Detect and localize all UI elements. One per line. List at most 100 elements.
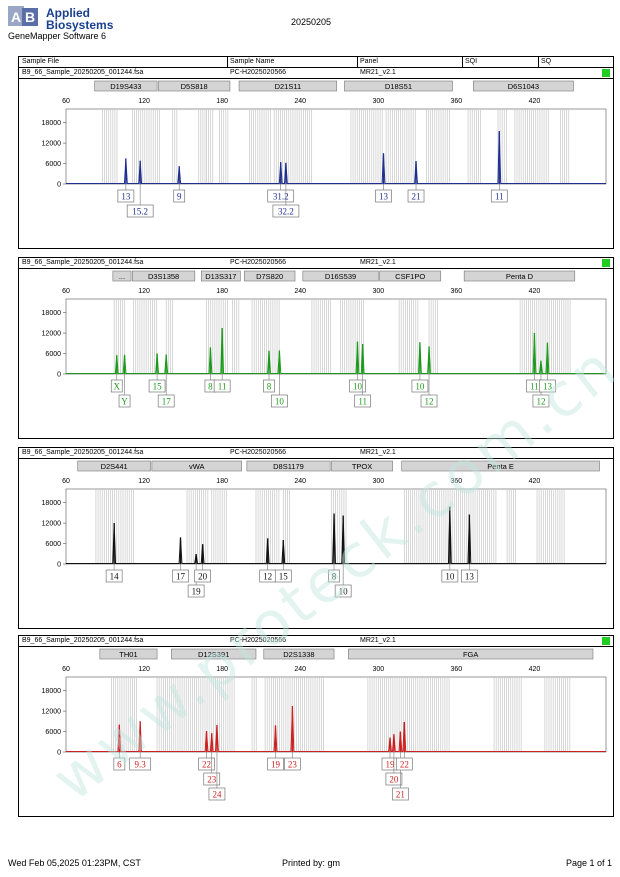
allele-label-box[interactable]: [173, 189, 186, 203]
allele-label-box[interactable]: [267, 757, 284, 771]
y-tick-label: 6000: [45, 351, 61, 358]
allele-label-box[interactable]: [539, 379, 556, 393]
allele-label-box[interactable]: [194, 569, 211, 583]
x-tick-label: 240: [294, 288, 306, 295]
allele-label-box[interactable]: [354, 394, 372, 408]
column-sq: SQ: [541, 58, 552, 65]
marker-label: Penta E: [401, 460, 600, 472]
allele-call-label: 20: [198, 572, 208, 582]
allele-call-label: 11: [218, 382, 227, 392]
allele-call-label: 11: [495, 192, 504, 202]
y-tick-label: 18000: [42, 688, 62, 695]
allele-label-box[interactable]: [110, 379, 123, 393]
allele-label-box[interactable]: [272, 204, 300, 218]
x-tick-label: 420: [529, 98, 541, 105]
y-tick-label: 12000: [42, 141, 62, 148]
allele-label-box[interactable]: [532, 394, 550, 408]
allele-label-box[interactable]: [129, 757, 152, 771]
y-tick-label: 12000: [42, 709, 62, 716]
allele-label-box[interactable]: [213, 379, 231, 393]
allele-call-label: 8: [332, 572, 337, 582]
allele-call-label: 12: [536, 397, 545, 407]
allele-call-label: 8: [267, 382, 272, 392]
x-tick-label: 120: [138, 478, 150, 485]
panel-panel-name: MR21_v2.1: [360, 69, 396, 76]
column-sample-name: Sample Name: [230, 58, 275, 65]
allele-label-box[interactable]: [271, 394, 288, 408]
allele-call-label: 19: [271, 760, 281, 770]
x-tick-label: 240: [294, 98, 306, 105]
allele-label-box[interactable]: [113, 757, 126, 771]
allele-label-box[interactable]: [490, 189, 508, 203]
ab-logo-icon: A B: [8, 6, 38, 26]
allele-label-box[interactable]: [284, 757, 301, 771]
x-tick-label: 240: [294, 478, 306, 485]
marker-name: ...: [119, 272, 125, 281]
allele-label-box[interactable]: [375, 189, 392, 203]
marker-name: D5S818: [181, 82, 208, 91]
y-tick-label: 0: [57, 182, 61, 189]
allele-label-box[interactable]: [105, 569, 123, 583]
column-panel: Panel: [360, 58, 378, 65]
x-tick-label: 60: [62, 666, 70, 673]
plot-area: [65, 488, 607, 565]
x-tick-label: 300: [372, 288, 384, 295]
allele-label-box[interactable]: [117, 189, 135, 203]
marker-name: D2S441: [101, 462, 128, 471]
marker-label: D8S1179: [246, 460, 331, 472]
allele-label-box[interactable]: [407, 189, 425, 203]
allele-label-box[interactable]: [274, 569, 292, 583]
allele-call-label: 17: [176, 572, 186, 582]
report-date: 20250205: [291, 17, 332, 27]
allele-label-box[interactable]: [126, 204, 154, 218]
allele-label-box[interactable]: [203, 772, 221, 786]
allele-label-box[interactable]: [328, 569, 340, 583]
allele-label-box[interactable]: [334, 584, 352, 598]
allele-label-box[interactable]: [420, 394, 438, 408]
allele-label-box[interactable]: [157, 394, 175, 408]
allele-label-box[interactable]: [118, 394, 131, 408]
allele-label-box[interactable]: [208, 787, 226, 801]
electropherogram-panel-blue: B9_66_Sample_20250205_001244.fsa PC-H202…: [18, 67, 614, 249]
allele-label-box[interactable]: [187, 584, 205, 598]
allele-label-box[interactable]: [411, 379, 429, 393]
allele-label-box[interactable]: [267, 189, 295, 203]
marker-label: D2S1338: [263, 648, 335, 660]
allele-call-label: 10: [415, 382, 425, 392]
allele-label-box[interactable]: [395, 757, 413, 771]
panel-sample-file: B9_66_Sample_20250205_001244.fsa: [22, 449, 144, 456]
x-tick-label: 300: [372, 666, 384, 673]
allele-call-label: 10: [339, 587, 349, 597]
allele-label-box[interactable]: [172, 569, 189, 583]
marker-name: D2S1338: [283, 650, 314, 659]
allele-call-label: 14: [110, 572, 120, 582]
marker-name: CSF1PO: [395, 272, 425, 281]
panel-sample-file: B9_66_Sample_20250205_001244.fsa: [22, 637, 144, 644]
marker-label: D7S820: [243, 270, 296, 282]
allele-label-box[interactable]: [392, 787, 409, 801]
svg-text:A: A: [11, 9, 21, 25]
allele-label-box[interactable]: [461, 569, 478, 583]
allele-call-label: 11: [358, 397, 367, 407]
panel-info-row: B9_66_Sample_20250205_001244.fsa PC-H202…: [19, 636, 613, 647]
allele-call-label: 22: [202, 760, 211, 770]
allele-label-box[interactable]: [148, 379, 166, 393]
electropherogram-plot: D2S441 vWA D8S1179 TPOX Penta E60 120 180 240 30…: [42, 460, 607, 598]
allele-label-box[interactable]: [263, 379, 275, 393]
allele-label-box[interactable]: [441, 569, 459, 583]
y-tick-label: 12000: [42, 331, 62, 338]
allele-label-box[interactable]: [385, 772, 403, 786]
x-tick-label: 360: [451, 666, 463, 673]
panel-sample-name: PC-H2025020566: [230, 449, 287, 456]
x-tick-label: 360: [451, 98, 463, 105]
y-tick-label: 6000: [45, 161, 61, 168]
allele-label-box[interactable]: [349, 379, 366, 393]
allele-label-box[interactable]: [198, 757, 215, 771]
y-tick-label: 6000: [45, 541, 61, 548]
footer-timestamp: Wed Feb 05,2025 01:23PM, CST: [8, 858, 141, 868]
marker-name: D3S1358: [148, 272, 179, 281]
plot-area: [65, 676, 607, 753]
electropherogram-panel-green: B9_66_Sample_20250205_001244.fsa PC-H202…: [18, 257, 614, 439]
marker-name: D8S1179: [273, 462, 304, 471]
marker-label: D13S317: [201, 270, 241, 282]
